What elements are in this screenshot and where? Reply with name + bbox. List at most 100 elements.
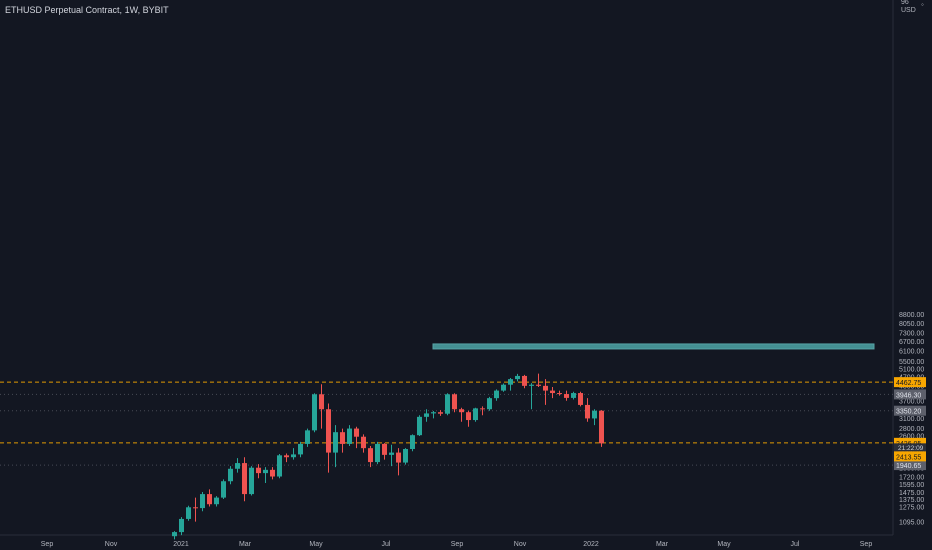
candle-body[interactable] [221, 481, 226, 498]
candle-body[interactable] [578, 393, 583, 405]
candle-body[interactable] [466, 412, 471, 421]
symbol-name: ETHUSD Perpetual Contract [5, 5, 120, 15]
price-tick-label: 2800.00 [899, 426, 924, 433]
price-tick-label: 1595.00 [899, 482, 924, 489]
price-tick-label: 2600.00 [899, 433, 924, 440]
candle-body[interactable] [396, 452, 401, 463]
candle-body[interactable] [585, 404, 590, 419]
candle-body[interactable] [333, 432, 338, 453]
scale-settings-icon[interactable]: ◦ [921, 0, 924, 9]
candle-body[interactable] [592, 410, 597, 419]
candle-body[interactable] [424, 413, 429, 417]
candle-body[interactable] [445, 394, 450, 414]
interval-label: 1W [124, 5, 138, 15]
candle-body[interactable] [417, 416, 422, 436]
candle-body[interactable] [536, 384, 541, 386]
time-tick-label: Sep [41, 541, 54, 548]
time-tick-label: Mar [239, 541, 252, 548]
price-tick-label: 3100.00 [899, 416, 924, 423]
candle-body[interactable] [557, 393, 562, 395]
candle-body[interactable] [312, 394, 317, 431]
candle-body[interactable] [480, 408, 485, 410]
time-tick-label: Sep [451, 541, 464, 548]
candle-body[interactable] [214, 497, 219, 505]
price-tick-label: 8050.00 [899, 321, 924, 328]
countdown-tag [894, 443, 926, 452]
candle-body[interactable] [459, 409, 464, 413]
candle-body[interactable] [193, 507, 198, 509]
price-level-tag-label: 3350.20 [896, 409, 921, 416]
candle-body[interactable] [249, 467, 254, 495]
candle-body[interactable] [270, 469, 275, 477]
price-tick-label: 8800.00 [899, 312, 924, 319]
candle-body[interactable] [228, 468, 233, 482]
candle-body[interactable] [179, 518, 184, 533]
time-tick-label: Mar [656, 541, 669, 548]
candle-body[interactable] [256, 467, 261, 474]
candle-body[interactable] [508, 379, 513, 385]
candle-body[interactable] [347, 428, 352, 444]
candle-body[interactable] [452, 394, 457, 410]
price-tick-label: 1275.00 [899, 504, 924, 511]
candle-body[interactable] [326, 409, 331, 453]
candle-body[interactable] [361, 436, 366, 449]
candle-body[interactable] [340, 432, 345, 444]
candle-body[interactable] [473, 408, 478, 421]
price-level-tag-label: 4462.75 [896, 380, 921, 387]
candle-body[interactable] [263, 469, 268, 474]
price-tick-label: 5500.00 [899, 359, 924, 366]
time-tick-label: May [309, 541, 323, 548]
candle-body[interactable] [354, 428, 359, 437]
candle-body[interactable] [522, 375, 527, 386]
candle-body[interactable] [235, 463, 240, 469]
candle-body[interactable] [186, 507, 191, 519]
price-tick-label: 1095.00 [899, 520, 924, 527]
exchange-label: BYBIT [142, 5, 169, 15]
current-price-tag [894, 451, 926, 462]
price-tick-label: 3700.00 [899, 398, 924, 405]
price-tick-label: 7300.00 [899, 331, 924, 338]
candle-body[interactable] [431, 412, 436, 414]
candle-body[interactable] [291, 454, 296, 458]
candle-body[interactable] [305, 430, 310, 444]
candle-body[interactable] [382, 443, 387, 455]
candle-body[interactable] [403, 449, 408, 463]
candle-body[interactable] [550, 390, 555, 394]
axis-currency: USD [901, 7, 916, 14]
time-tick-label: Nov [514, 541, 527, 548]
candle-body[interactable] [242, 463, 247, 495]
candle-body[interactable] [389, 452, 394, 455]
candle-body[interactable] [200, 494, 205, 509]
symbol-legend[interactable]: ETHUSD Perpetual Contract, 1W, BYBIT [5, 5, 169, 15]
candle-body[interactable] [571, 393, 576, 398]
candle-body[interactable] [599, 410, 604, 444]
price-level-tag [894, 460, 926, 471]
time-tick-label: 2021 [173, 541, 189, 548]
candle-body[interactable] [501, 384, 506, 391]
resistance-zone[interactable] [432, 343, 875, 350]
price-axis-unit: 96 USD [901, 0, 916, 15]
countdown-label: 21:22:09 [898, 445, 924, 452]
candle-body[interactable] [172, 532, 177, 537]
candle-body[interactable] [277, 455, 282, 477]
candle-body[interactable] [543, 385, 548, 391]
price-level-tag [894, 437, 926, 448]
candle-body[interactable] [207, 494, 212, 505]
candle-body[interactable] [564, 394, 569, 398]
candle-body[interactable] [368, 448, 373, 463]
candle-body[interactable] [298, 443, 303, 455]
candle-body[interactable] [529, 384, 534, 386]
candle-body[interactable] [438, 412, 443, 414]
candle-body[interactable] [375, 443, 380, 463]
price-tick-label: 1720.00 [899, 475, 924, 482]
candle-body[interactable] [487, 398, 492, 410]
candle-body[interactable] [410, 435, 415, 450]
price-tick-label: 1475.00 [899, 490, 924, 497]
candle-body[interactable] [494, 390, 499, 399]
axis-unit-value: 96 [901, 0, 909, 6]
candle-body[interactable] [284, 455, 289, 458]
candle-body[interactable] [515, 375, 520, 380]
candle-body[interactable] [319, 394, 324, 410]
